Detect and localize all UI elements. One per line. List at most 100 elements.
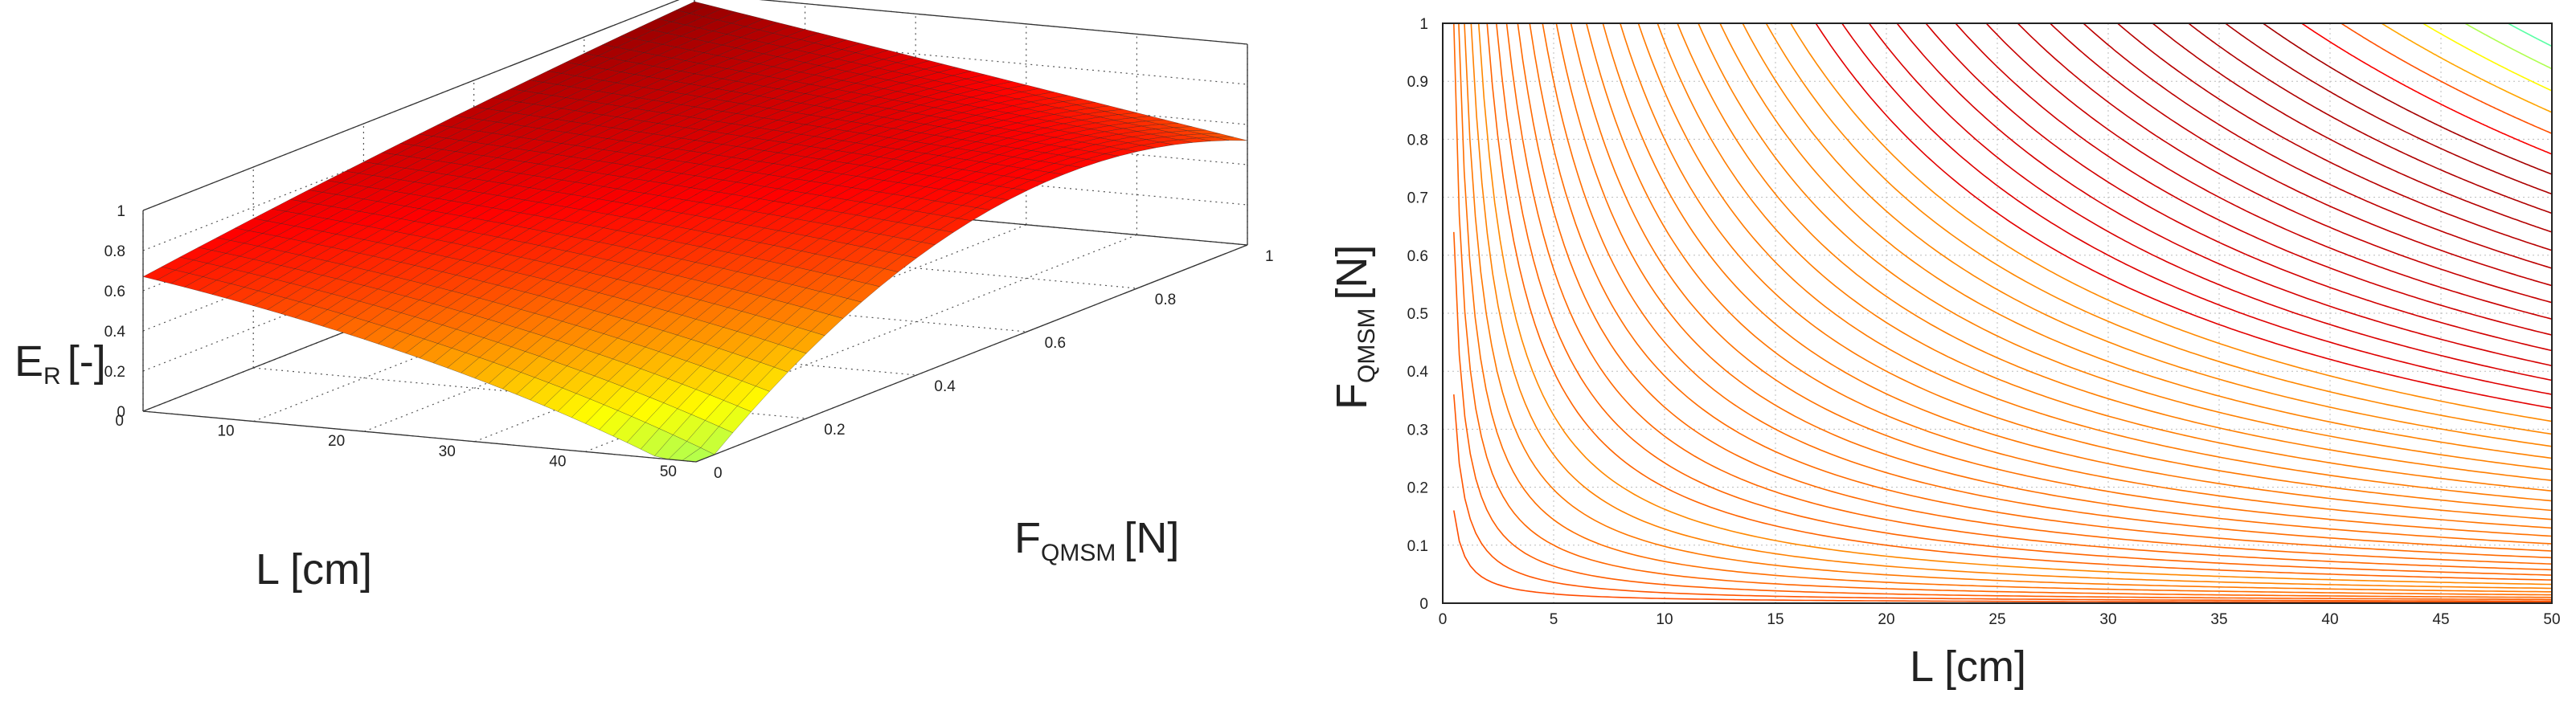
contour-chart: 0 5 10 15 20 25 30 35 40 45 50 0 0.1 0.2 0.3 0.4 0.5 0.6 0… xyxy=(1328,16,2561,691)
contour-lines xyxy=(1453,23,2552,603)
contour-line xyxy=(1602,23,2552,520)
contour-grid xyxy=(1442,22,2553,604)
contour-x-tick-label: 15 xyxy=(1767,611,1784,628)
contour-y-tick-label: 0.1 xyxy=(1407,538,1428,555)
contour-line xyxy=(1657,23,2552,492)
contour-line xyxy=(2017,23,2552,304)
surface-y-tick-label: 0.6 xyxy=(1045,335,1066,352)
contour-line xyxy=(1464,23,2552,593)
contour-x-tick-label: 0 xyxy=(1439,611,1448,628)
contour-line xyxy=(1698,23,2552,471)
contour-line xyxy=(1453,231,2552,601)
contour-line xyxy=(1841,23,2552,395)
surface-frame xyxy=(142,244,1248,463)
contour-line xyxy=(1955,23,2552,336)
contour-x-tick-label: 25 xyxy=(1988,611,2005,628)
contour-line xyxy=(1542,23,2552,552)
contour-y-axis-label: FQMSM[N] xyxy=(1328,245,1380,410)
contour-line xyxy=(2117,23,2552,251)
contour-line xyxy=(2422,23,2552,92)
contour-line xyxy=(1505,23,2552,571)
contour-line xyxy=(1765,23,2552,435)
contour-line xyxy=(2225,23,2552,195)
surface-y-tick-label: 0.2 xyxy=(824,422,845,439)
contour-line xyxy=(1496,23,2552,576)
contour-line xyxy=(1453,394,2552,602)
contour-x-tick-label: 35 xyxy=(2210,611,2227,628)
contour-line xyxy=(1925,23,2552,352)
surface-mesh xyxy=(142,1,1248,463)
surface-y-tick-label: 0.8 xyxy=(1155,292,1176,308)
contour-y-tick-label: 0.5 xyxy=(1407,306,1428,323)
contour-x-tick-label: 50 xyxy=(2543,611,2560,628)
surface-x-tick-label: 30 xyxy=(439,443,456,460)
contour-line xyxy=(1620,23,2552,512)
contour-line xyxy=(1677,23,2552,481)
contour-y-tick-label: 0.9 xyxy=(1407,74,1428,91)
contour-y-tick-label: 0.3 xyxy=(1407,422,1428,439)
contour-x-tick-label: 5 xyxy=(1550,611,1558,628)
contour-x-tick-label: 45 xyxy=(2432,611,2449,628)
contour-line xyxy=(1896,23,2552,367)
contour-line xyxy=(2152,23,2552,233)
surface-x-tick-label: 10 xyxy=(217,423,234,440)
surface-y-axis-label: FQMSM [N] xyxy=(1014,514,1179,566)
contour-line xyxy=(1719,23,2552,459)
contour-line xyxy=(1637,23,2552,502)
contour-line xyxy=(1586,23,2552,529)
surface-y-tick-label: 0.4 xyxy=(934,378,956,395)
surface-z-tick-label: 0.2 xyxy=(104,364,125,381)
contour-line xyxy=(1742,23,2552,447)
surface-z-tick-label: 0.6 xyxy=(104,284,125,300)
contour-line xyxy=(1555,23,2552,545)
contour-line xyxy=(2188,23,2552,214)
contour-line xyxy=(1453,23,2552,598)
contour-line xyxy=(1985,23,2552,320)
contour-line xyxy=(2083,23,2552,269)
surface-y-tick-label: 0 xyxy=(714,465,723,482)
contour-axes-box xyxy=(1442,22,2553,604)
contour-line xyxy=(2263,23,2552,175)
contour-line xyxy=(1470,23,2552,590)
surface-x-tick-label: 50 xyxy=(660,463,677,480)
contour-line xyxy=(1517,23,2552,565)
contour-x-tick-label: 10 xyxy=(1656,611,1673,628)
contour-y-tick-label: 0 xyxy=(1419,596,1428,613)
contour-line xyxy=(1486,23,2552,581)
contour-tick-labels: 0 5 10 15 20 25 30 35 40 45 50 0 0.1 0.2 0.3 0.4 0.5 0.6 0… xyxy=(1407,16,2561,628)
contour-line xyxy=(1815,23,2552,409)
contour-line xyxy=(1453,510,2552,603)
surface-x-tick-label: 0 xyxy=(115,413,124,430)
contour-line xyxy=(1790,23,2552,422)
surface-z-axis-label: ER [-] xyxy=(14,337,106,390)
contour-y-tick-label: 0.7 xyxy=(1407,190,1428,207)
contour-x-tick-label: 40 xyxy=(2321,611,2338,628)
contour-line xyxy=(2464,23,2552,70)
surface-z-tick-label: 0 xyxy=(117,404,125,421)
contour-y-tick-label: 0.6 xyxy=(1407,248,1428,265)
contour-x-tick-label: 30 xyxy=(2099,611,2116,628)
contour-line xyxy=(2301,23,2552,155)
contour-y-tick-label: 0.4 xyxy=(1407,364,1429,381)
surface-x-tick-label: 40 xyxy=(549,453,566,470)
contour-line xyxy=(2341,23,2552,134)
contour-line xyxy=(1570,23,2552,537)
contour-line xyxy=(1868,23,2552,382)
surface-z-tick-label: 1 xyxy=(117,203,125,220)
contour-line xyxy=(2381,23,2552,113)
contour-line xyxy=(2050,23,2552,287)
contour-y-tick-label: 0.2 xyxy=(1407,480,1428,497)
contour-line xyxy=(1529,23,2552,559)
surface-x-axis-label: L [cm] xyxy=(256,545,372,594)
contour-y-tick-label: 1 xyxy=(1419,16,1428,33)
contour-line xyxy=(1458,23,2552,596)
contour-line xyxy=(1477,23,2552,586)
surface-z-tick-label: 0.4 xyxy=(104,324,126,341)
contour-x-axis-label: L [cm] xyxy=(1910,643,2026,691)
surface-z-tick-label: 0.8 xyxy=(104,243,125,260)
surface-y-tick-label: 1 xyxy=(1265,248,1274,265)
contour-line xyxy=(2508,23,2552,47)
